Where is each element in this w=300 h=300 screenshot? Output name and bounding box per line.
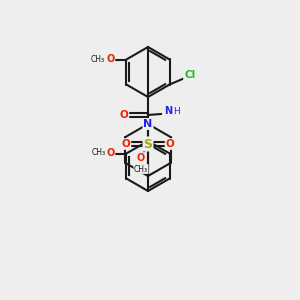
Text: O: O bbox=[106, 148, 115, 158]
Text: N: N bbox=[143, 119, 153, 129]
Text: O: O bbox=[106, 55, 115, 64]
Text: CH₃: CH₃ bbox=[134, 164, 148, 173]
Text: O: O bbox=[166, 139, 174, 149]
Text: O: O bbox=[120, 110, 128, 120]
Text: S: S bbox=[143, 137, 152, 151]
Text: N: N bbox=[164, 106, 172, 116]
Text: H: H bbox=[172, 106, 179, 116]
Text: O: O bbox=[137, 153, 145, 163]
Text: O: O bbox=[122, 139, 130, 149]
Text: Cl: Cl bbox=[184, 70, 195, 80]
Text: CH₃: CH₃ bbox=[90, 55, 104, 64]
Text: CH₃: CH₃ bbox=[91, 148, 105, 157]
